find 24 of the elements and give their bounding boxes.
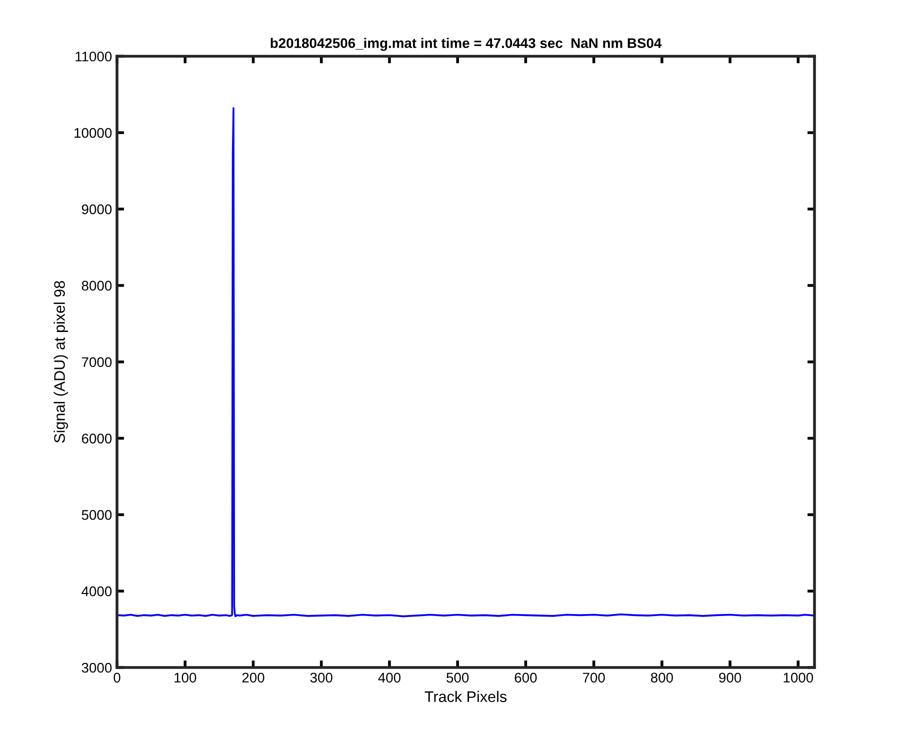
x-tick-label: 600	[514, 672, 537, 683]
x-tick-label: 500	[446, 672, 469, 683]
y-tick-label: 11000	[76, 52, 112, 62]
y-tick-label: 3000	[82, 662, 112, 673]
line-series	[117, 107, 814, 618]
y-tick-label: 10000	[74, 128, 112, 138]
x-tick-label: 300	[310, 672, 332, 683]
y-tick-label: 7000	[82, 357, 112, 368]
x-tick-label: 700	[582, 672, 605, 683]
x-tick-label: 1000	[784, 672, 814, 683]
y-tick-label: 9000	[82, 204, 112, 214]
y-tick-label: 5000	[82, 510, 112, 520]
y-tick-label: 8000	[82, 280, 112, 291]
x-tick-label: 100	[174, 672, 196, 683]
chart-title: b2018042506_img.mat int time = 47.0443 sec NaN nm BS04	[270, 38, 662, 51]
x-tick-label: 400	[378, 672, 401, 683]
x-tick-label: 900	[719, 672, 742, 683]
y-tick-label: 6000	[82, 434, 112, 444]
x-axis-title: Track Pixels	[424, 690, 507, 702]
x-tick-label: 200	[242, 672, 264, 683]
y-tick-label: 4000	[82, 586, 112, 596]
y-axis-title: Signal (ADU) at pixel 98	[54, 281, 68, 443]
x-tick-label: 800	[650, 672, 673, 683]
x-tick-label: 0	[114, 672, 120, 683]
